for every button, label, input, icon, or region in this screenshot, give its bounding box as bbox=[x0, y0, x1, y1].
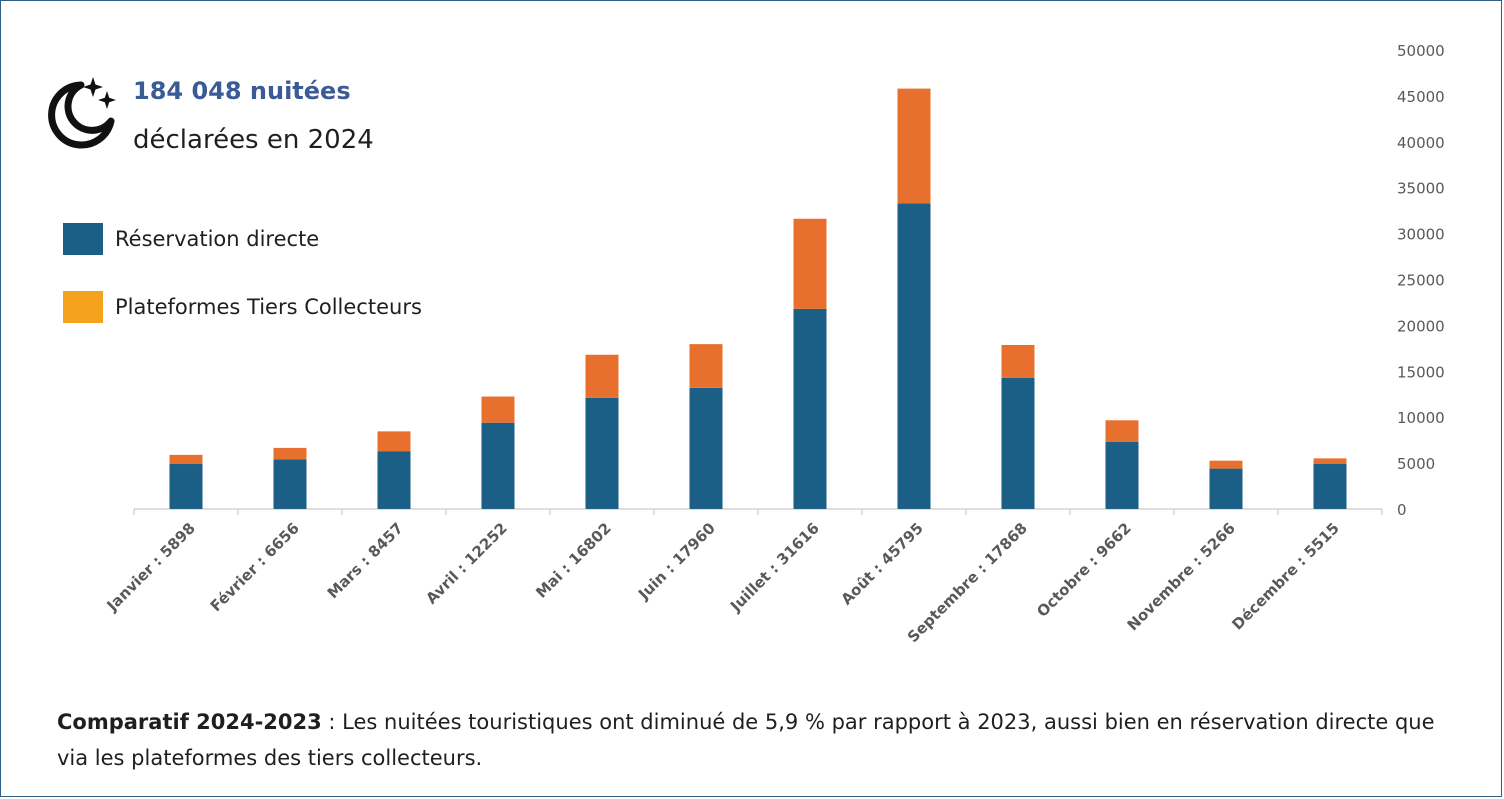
y-tick-label: 0 bbox=[1397, 501, 1407, 519]
y-tick-label: 45000 bbox=[1397, 88, 1445, 106]
legend-label-direct: Réservation directe bbox=[115, 227, 320, 251]
y-tick-label: 5000 bbox=[1397, 455, 1435, 473]
y-tick-label: 20000 bbox=[1397, 317, 1445, 335]
x-tick-label: Juillet : 31616 bbox=[726, 519, 823, 616]
bar-direct bbox=[273, 459, 307, 509]
bar-direct bbox=[1313, 464, 1347, 509]
bar-chart: 0 5000 10000 15000 20000 25000 30000 35000 40000… bbox=[103, 42, 1445, 646]
bar-platforms bbox=[689, 344, 723, 388]
y-tick-label: 35000 bbox=[1397, 180, 1445, 198]
x-tick-label: Juin : 17960 bbox=[634, 519, 719, 604]
y-tick-label: 30000 bbox=[1397, 226, 1445, 244]
y-tick-label: 10000 bbox=[1397, 409, 1445, 427]
x-tick-label: Février : 6656 bbox=[207, 519, 303, 615]
bar-platforms bbox=[377, 431, 411, 452]
x-tick-label: Septembre : 17868 bbox=[904, 519, 1031, 646]
bar-direct bbox=[1209, 468, 1243, 509]
x-tick-label: Décembre : 5515 bbox=[1228, 519, 1342, 633]
comparison-note-title: Comparatif 2024-2023 bbox=[57, 710, 322, 734]
bar-direct bbox=[481, 422, 515, 509]
x-tick-label: Avril : 12252 bbox=[422, 519, 511, 608]
bar-direct bbox=[793, 308, 827, 509]
bar-platforms bbox=[793, 218, 827, 309]
bar-platforms bbox=[897, 88, 931, 204]
legend-item-direct: Réservation directe bbox=[63, 223, 319, 255]
legend-label-platforms: Plateformes Tiers Collecteurs bbox=[115, 295, 422, 319]
x-tick-label: Mars : 8457 bbox=[324, 519, 407, 602]
x-tick-label: Août : 45795 bbox=[837, 519, 926, 608]
moon-stars-icon bbox=[48, 77, 116, 149]
bar-direct bbox=[897, 203, 931, 509]
bar-direct bbox=[1001, 377, 1035, 509]
y-tick-label: 40000 bbox=[1397, 134, 1445, 152]
bar-direct bbox=[169, 464, 203, 509]
total-nights-headline: 184 048 nuitées bbox=[133, 77, 351, 105]
bar-platforms bbox=[1313, 458, 1347, 465]
bar-platforms bbox=[481, 396, 515, 423]
legend-swatch-platforms bbox=[63, 291, 103, 323]
bar-platforms bbox=[1209, 460, 1243, 469]
bar-platforms bbox=[585, 354, 619, 398]
legend-item-platforms: Plateformes Tiers Collecteurs bbox=[63, 291, 422, 323]
x-tick-label: Janvier : 5898 bbox=[103, 519, 199, 615]
bar-platforms bbox=[273, 447, 307, 460]
bar-platforms bbox=[169, 454, 203, 465]
bar-direct bbox=[377, 451, 411, 509]
y-tick-label: 15000 bbox=[1397, 363, 1445, 381]
y-tick-label: 25000 bbox=[1397, 272, 1445, 290]
x-tick-label: Octobre : 9662 bbox=[1033, 519, 1135, 621]
comparison-note-text: : Les nuitées touristiques ont diminué d… bbox=[57, 710, 1435, 770]
total-nights-subtitle: déclarées en 2024 bbox=[133, 125, 374, 155]
bar-direct bbox=[1105, 441, 1139, 509]
comparison-note: Comparatif 2024-2023 : Les nuitées touri… bbox=[57, 704, 1467, 776]
x-tick-label: Novembre : 5266 bbox=[1124, 519, 1239, 634]
bar-direct bbox=[689, 387, 723, 509]
bar-direct bbox=[585, 397, 619, 509]
x-tick-label: Mai : 16802 bbox=[532, 519, 615, 602]
legend-swatch-direct bbox=[63, 223, 103, 255]
bar-platforms bbox=[1105, 420, 1139, 442]
bar-platforms bbox=[1001, 344, 1035, 378]
y-tick-label: 50000 bbox=[1397, 42, 1445, 60]
